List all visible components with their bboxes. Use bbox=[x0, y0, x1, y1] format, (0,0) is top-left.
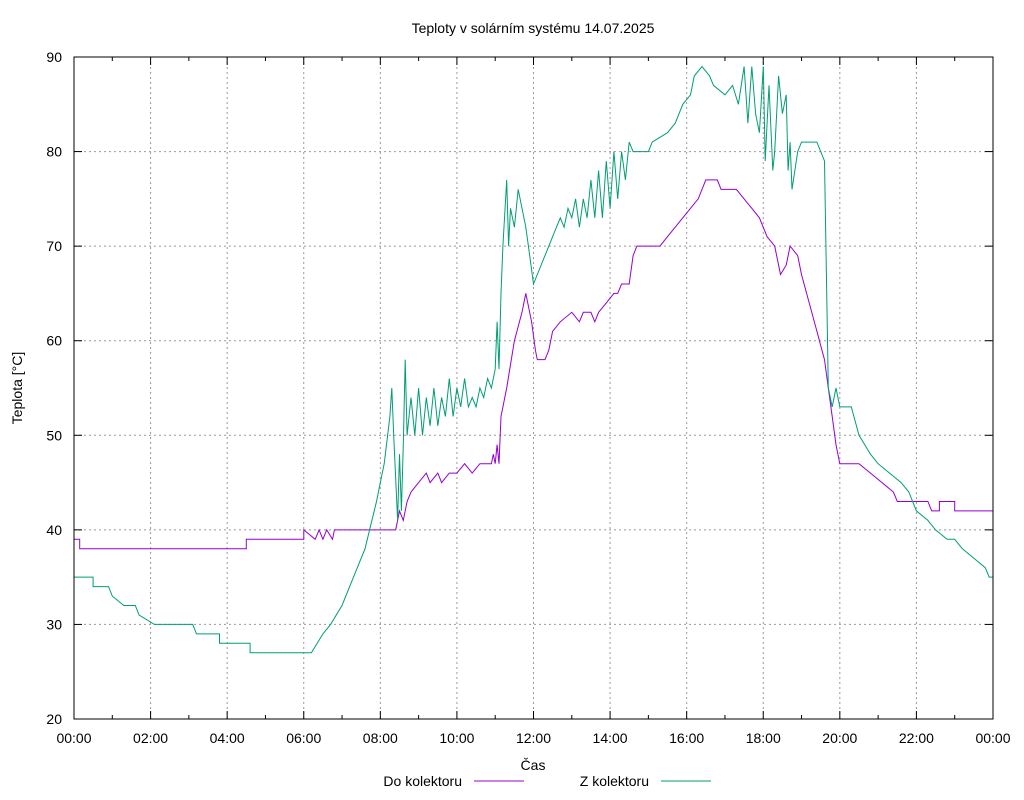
x-tick-label: 10:00 bbox=[439, 730, 474, 746]
x-axis-label: Čas bbox=[521, 757, 546, 773]
axis-ticks: 20 30 40 50 60 70 80 90 00:00 02:00 04:00 06:00 08:0… bbox=[46, 49, 1010, 746]
y-tick-label: 30 bbox=[46, 616, 62, 632]
y-tick-label: 80 bbox=[46, 144, 62, 160]
series-line-do-kolektoru bbox=[74, 179, 993, 550]
y-tick-label: 70 bbox=[46, 238, 62, 254]
y-tick-label: 40 bbox=[46, 522, 62, 538]
series-group bbox=[74, 65, 993, 654]
legend: Do kolektoru Z kolektoru bbox=[383, 773, 711, 789]
x-tick-label: 04:00 bbox=[210, 730, 245, 746]
x-tick-label: 06:00 bbox=[286, 730, 321, 746]
y-axis-label: Teplota [°C] bbox=[9, 352, 25, 425]
plot-frame bbox=[73, 56, 994, 720]
x-tick-label: 22:00 bbox=[899, 730, 934, 746]
x-tick-label: 00:00 bbox=[975, 730, 1010, 746]
x-tick-label: 18:00 bbox=[746, 730, 781, 746]
chart-title: Teploty v solárním systému 14.07.2025 bbox=[412, 20, 655, 36]
grid bbox=[74, 57, 993, 719]
y-tick-label: 60 bbox=[46, 333, 62, 349]
x-tick-label: 00:00 bbox=[56, 730, 91, 746]
y-tick-label: 20 bbox=[46, 711, 62, 727]
y-tick-label: 90 bbox=[46, 49, 62, 65]
y-tick-label: 50 bbox=[46, 427, 62, 443]
series-line-z-kolektoru bbox=[74, 65, 993, 654]
x-tick-label: 14:00 bbox=[593, 730, 628, 746]
x-tick-label: 12:00 bbox=[516, 730, 551, 746]
x-tick-label: 08:00 bbox=[363, 730, 398, 746]
legend-label: Do kolektoru bbox=[383, 773, 462, 789]
legend-label: Z kolektoru bbox=[580, 773, 649, 789]
x-tick-label: 16:00 bbox=[669, 730, 704, 746]
x-tick-label: 20:00 bbox=[822, 730, 857, 746]
x-tick-label: 02:00 bbox=[133, 730, 168, 746]
